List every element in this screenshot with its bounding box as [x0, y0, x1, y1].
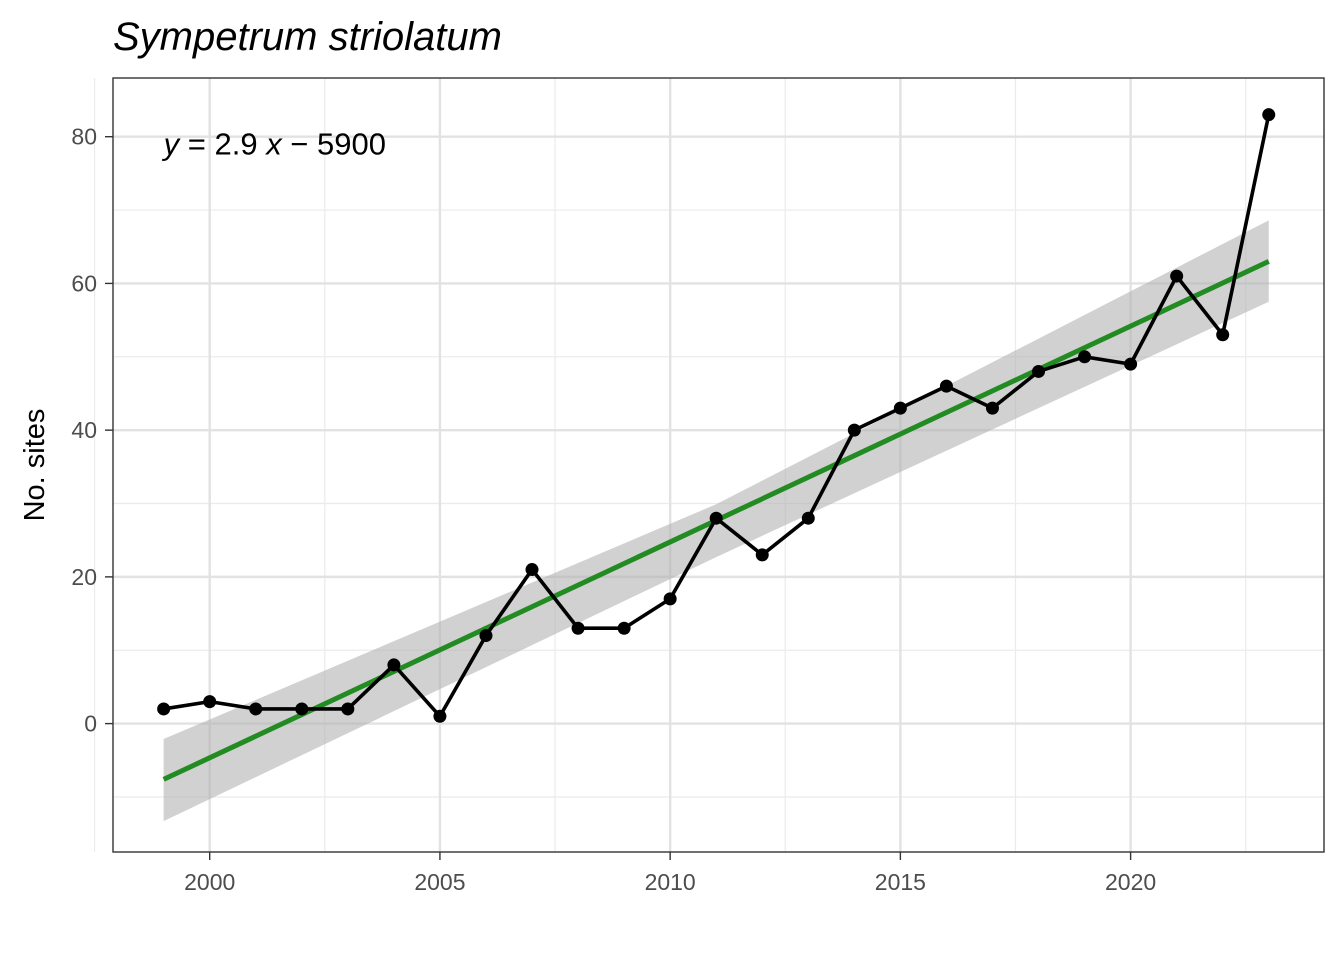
y-axis-title: No. sites: [19, 409, 51, 522]
x-tick-label-2015: 2015: [875, 869, 926, 895]
y-tick-label-40: 40: [71, 417, 97, 443]
data-point-2006: [479, 629, 493, 643]
observed-series-group: [157, 108, 1276, 723]
x-tick-label-2005: 2005: [414, 869, 465, 895]
data-point-2009: [617, 621, 631, 635]
data-point-2022: [1216, 328, 1230, 342]
data-point-2011: [709, 511, 723, 525]
equation-slope: = 2.9: [179, 127, 266, 162]
data-point-2001: [249, 702, 263, 716]
data-point-2021: [1170, 269, 1184, 283]
y-tick-label-80: 80: [71, 124, 97, 150]
data-point-2005: [433, 709, 447, 723]
data-point-2010: [663, 592, 677, 606]
data-point-2003: [341, 702, 355, 716]
data-point-2002: [295, 702, 309, 716]
data-point-2012: [755, 548, 769, 562]
y-tick-label-60: 60: [71, 270, 97, 296]
data-point-2013: [801, 511, 815, 525]
data-point-2014: [847, 423, 861, 437]
chart-title: Sympetrum striolatum: [113, 15, 502, 59]
data-point-2017: [985, 401, 999, 415]
data-point-2016: [939, 379, 953, 393]
data-point-2004: [387, 658, 401, 672]
data-point-2015: [893, 401, 907, 415]
data-point-2007: [525, 563, 539, 577]
regression-equation: y = 2.9 x − 5900: [162, 127, 386, 162]
x-tick-label-2010: 2010: [645, 869, 696, 895]
data-point-2023: [1262, 108, 1276, 122]
equation-x-variable: x: [264, 127, 283, 162]
data-point-2019: [1078, 350, 1092, 364]
x-tick-label-2000: 2000: [184, 869, 235, 895]
x-axis: 2000 2005 2010 2015 2020: [184, 852, 1156, 895]
y-tick-label-20: 20: [71, 564, 97, 590]
equation-intercept: − 5900: [282, 127, 386, 162]
equation-y-variable: y: [162, 127, 182, 162]
panel-border: [112, 77, 1325, 853]
data-point-2020: [1124, 357, 1138, 371]
data-point-1999: [157, 702, 171, 716]
data-point-2018: [1032, 364, 1046, 378]
y-tick-label-0: 0: [84, 711, 97, 737]
data-point-2008: [571, 621, 585, 635]
y-axis: 0 20 40 60 80: [71, 124, 113, 737]
x-tick-label-2020: 2020: [1105, 869, 1156, 895]
data-point-2000: [203, 695, 217, 709]
